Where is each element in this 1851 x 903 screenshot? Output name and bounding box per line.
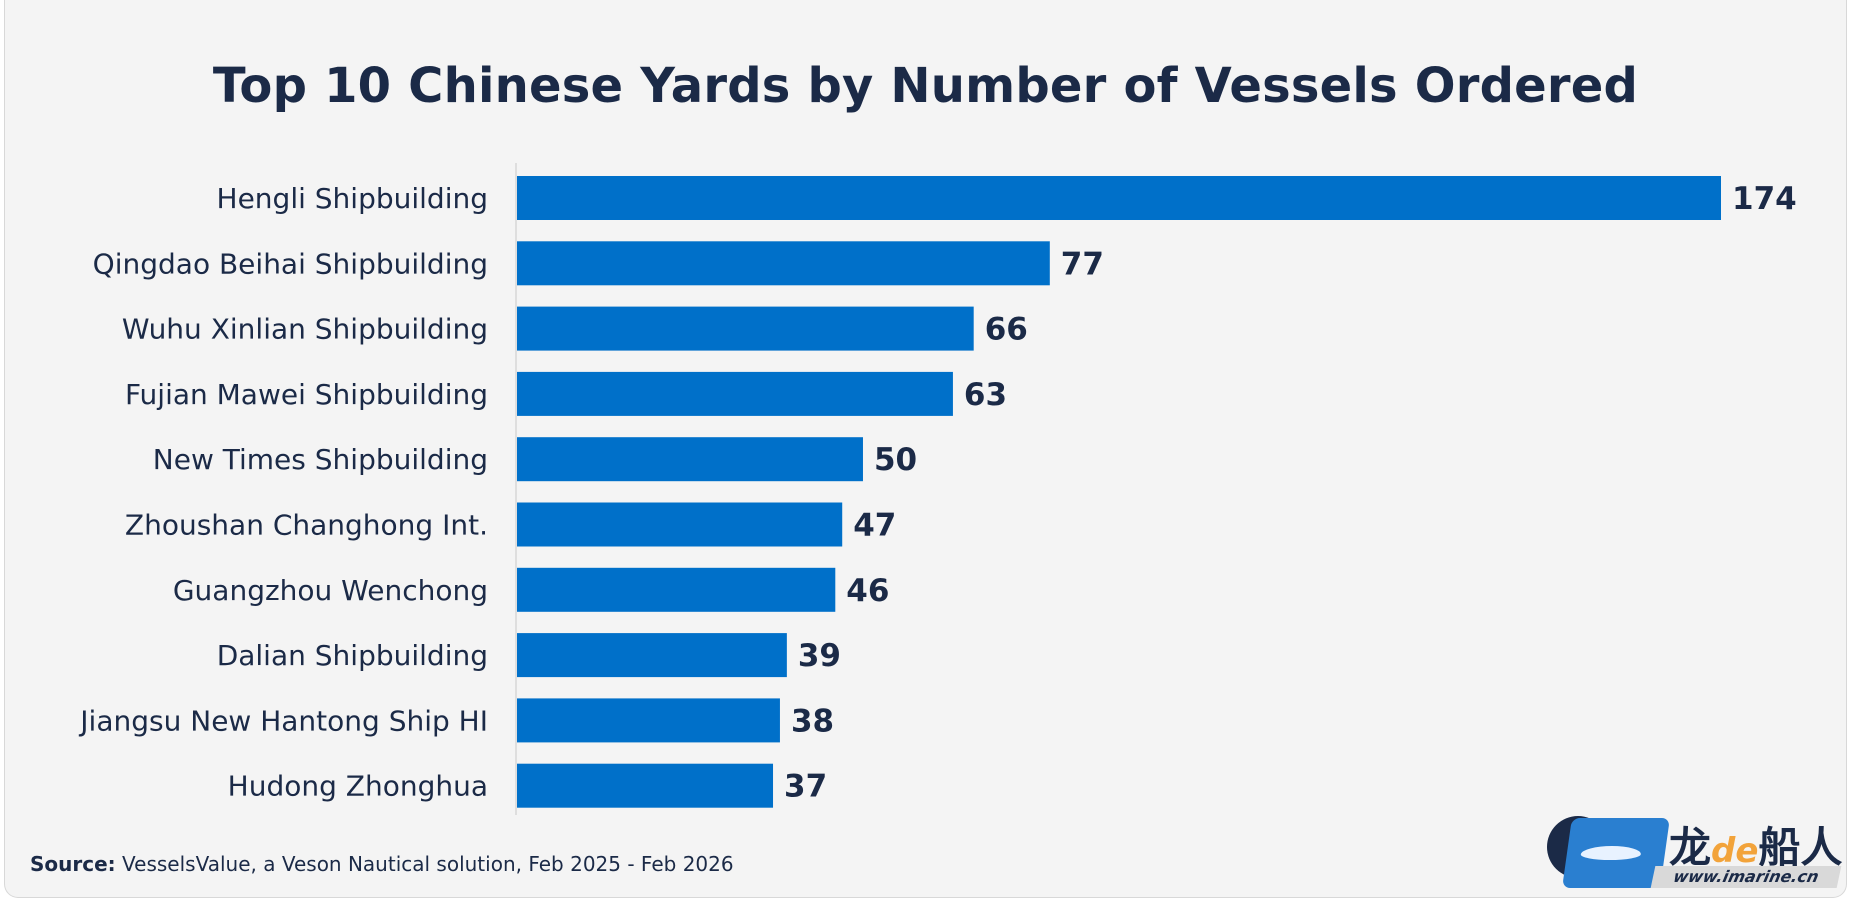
- watermark-brand-accent: de: [1711, 831, 1759, 871]
- bar: [517, 502, 843, 547]
- data-label: 47: [853, 508, 896, 544]
- watermark-brand-right: 船人: [1758, 823, 1843, 872]
- source-label: Source:: [30, 852, 116, 876]
- data-label: 46: [846, 573, 889, 609]
- bar: [517, 437, 863, 482]
- data-label: 37: [784, 769, 827, 805]
- source-note: Source: VesselsValue, a Veson Nautical s…: [30, 852, 734, 876]
- bar: [517, 176, 1721, 220]
- category-label: Wuhu Xinlian Shipbuilding: [122, 313, 488, 346]
- bar: [517, 241, 1050, 286]
- category-label: Fujian Mawei Shipbuilding: [125, 378, 488, 411]
- data-label: 66: [985, 312, 1028, 348]
- data-label: 39: [798, 638, 841, 674]
- watermark-brand: 龙de船人: [1669, 814, 1842, 875]
- category-label: Jiangsu New Hantong Ship HI: [78, 704, 488, 737]
- bar: [517, 371, 953, 416]
- chart-frame: [4, 0, 1847, 898]
- data-label: 174: [1732, 181, 1797, 217]
- category-label: Qingdao Beihai Shipbuilding: [93, 247, 488, 280]
- category-label: Guangzhou Wenchong: [173, 574, 488, 607]
- data-label: 77: [1061, 246, 1104, 282]
- category-label: Zhoushan Changhong Int.: [125, 509, 488, 542]
- data-label: 50: [874, 442, 917, 478]
- data-label: 38: [791, 703, 834, 739]
- chart-title: Top 10 Chinese Yards by Number of Vessel…: [212, 58, 1639, 114]
- source-text: VesselsValue, a Veson Nautical solution,…: [115, 852, 734, 876]
- bar: [517, 633, 787, 678]
- bar: [517, 698, 780, 743]
- category-label: Dalian Shipbuilding: [217, 639, 488, 672]
- category-label: New Times Shipbuilding: [153, 443, 488, 476]
- bar: [517, 763, 774, 808]
- watermark-brand-left: 龙: [1669, 823, 1712, 872]
- bar: [517, 567, 836, 612]
- category-label: Hudong Zhonghua: [228, 770, 488, 803]
- data-label: 63: [964, 377, 1007, 413]
- watermark-url: www.imarine.cn: [1650, 866, 1842, 888]
- watermark-logo: 龙de船人 www.imarine.cn: [1545, 812, 1842, 890]
- category-label: Hengli Shipbuilding: [217, 182, 488, 215]
- bar: [517, 306, 974, 351]
